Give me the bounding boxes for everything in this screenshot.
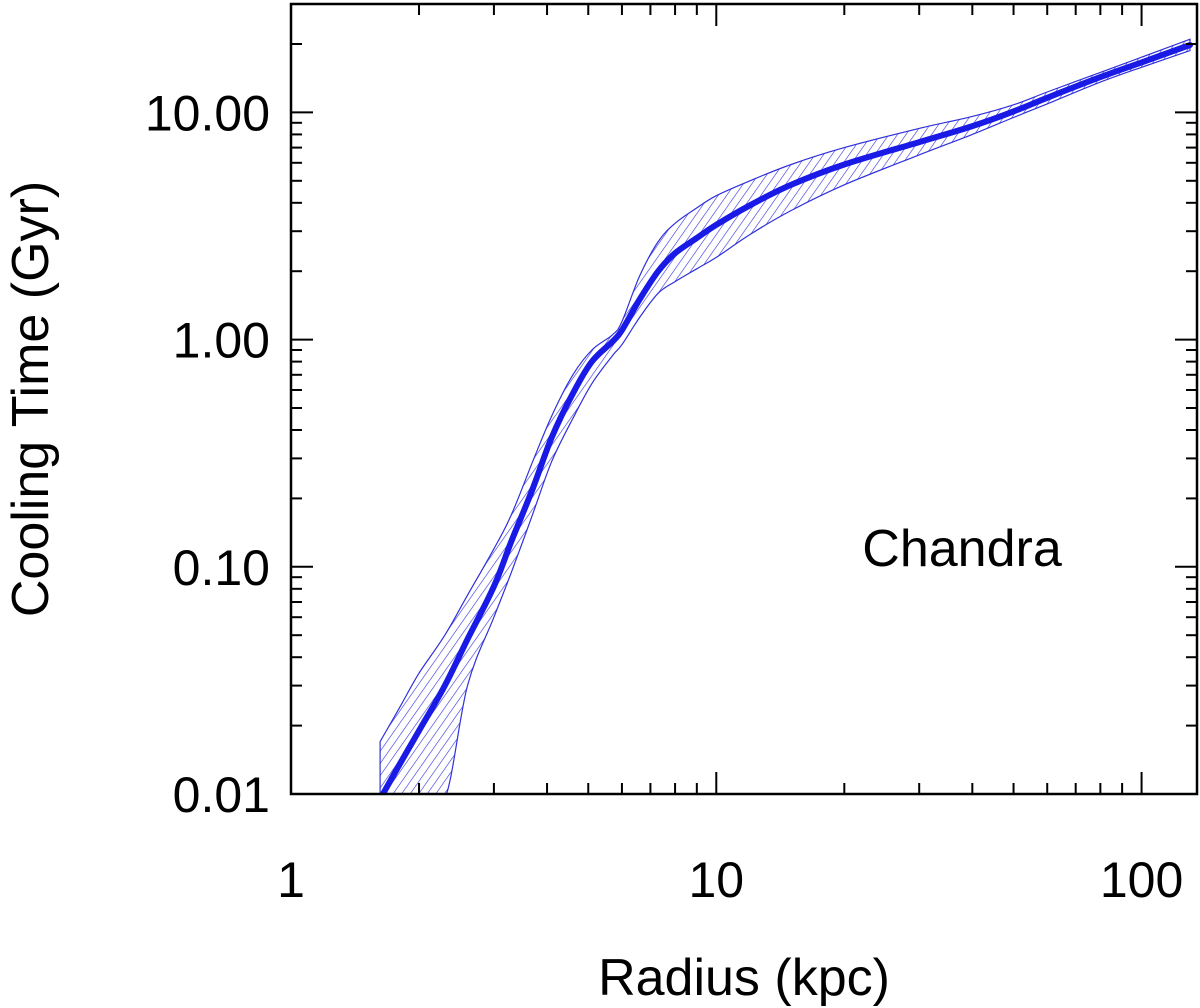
x-tick-label: 100 — [1100, 852, 1183, 908]
x-tick-label: 10 — [688, 852, 744, 908]
y-axis-title: Cooling Time (Gyr) — [2, 181, 60, 617]
y-axis-ticks: 0.01 0.10 1.00 10.00 — [145, 3, 1197, 823]
y-tick-label: 1.00 — [173, 313, 270, 369]
y-tick-label: 10.00 — [145, 85, 270, 141]
plot-frame — [289, 2, 1199, 796]
x-axis-title: Radius (kpc) — [598, 949, 890, 1007]
y-tick-label: 0.01 — [173, 767, 270, 823]
x-tick-label: 1 — [277, 852, 305, 908]
cooling-time-line — [379, 42, 1193, 794]
annotation-chandra: Chandra — [862, 520, 1062, 578]
error-band — [379, 38, 1191, 794]
x-axis-ticks: 1 10 100 — [277, 4, 1183, 908]
y-tick-label: 0.10 — [173, 540, 270, 596]
